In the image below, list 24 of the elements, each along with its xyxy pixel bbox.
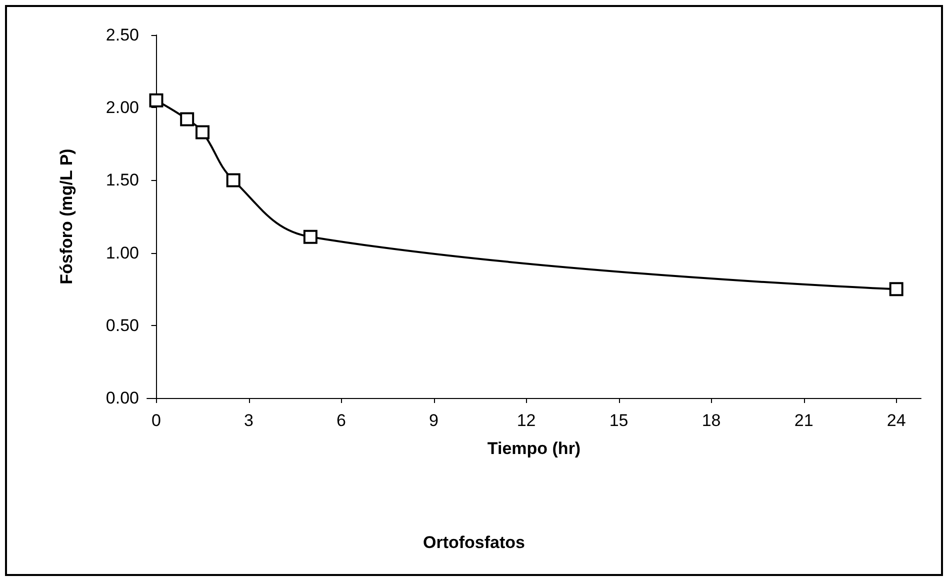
x-tick-label: 9: [429, 411, 439, 430]
point: [889, 282, 904, 296]
point: [226, 173, 240, 188]
y-tick-label: 0.50: [106, 316, 139, 335]
x-tick-label: 15: [609, 411, 628, 430]
x-tick-label: 24: [886, 411, 906, 430]
x-tick-label: 0: [152, 411, 161, 430]
text: Ortofosfatos: [423, 533, 525, 552]
x-tick-label: 3: [244, 411, 254, 430]
x-tick-label: 12: [516, 411, 536, 430]
point: [149, 93, 164, 108]
y-axis-title: Fósforo (mg/L P): [57, 148, 76, 284]
x-axis-title: Tiempo (hr): [487, 439, 581, 458]
y-tick-label: 2.50: [106, 26, 139, 44]
point: [180, 112, 194, 126]
x-tick-label: 18: [702, 411, 721, 430]
y-tick-label: 0.00: [106, 388, 139, 408]
x-tick-label: 21: [794, 411, 814, 430]
y-tick-label: 1.00: [106, 243, 139, 262]
point: [303, 230, 318, 244]
x-tick-label: 6: [336, 411, 346, 430]
y-tick-label: 1.50: [106, 170, 139, 190]
point: [196, 125, 210, 140]
y-tick-label: 2.00: [106, 98, 139, 118]
